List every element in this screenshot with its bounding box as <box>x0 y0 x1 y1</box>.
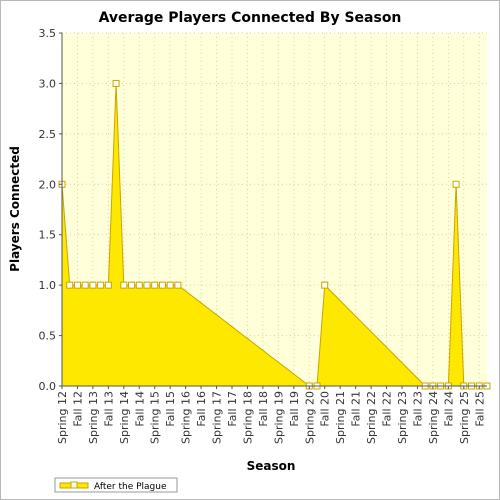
x-tick-label: Fall 23 <box>411 391 424 427</box>
y-axis-title: Players Connected <box>8 146 22 272</box>
data-point <box>81 281 89 289</box>
data-point <box>97 281 105 289</box>
data-point <box>120 281 128 289</box>
data-point <box>112 79 120 87</box>
y-tick-label: 3.0 <box>39 77 57 90</box>
x-tick-label: Fall 20 <box>319 391 332 427</box>
x-tick-label: Spring 25 <box>458 391 471 444</box>
y-tick-label: 0.5 <box>39 330 57 343</box>
x-tick-label: Fall 25 <box>473 391 486 427</box>
y-tick-label: 0.0 <box>39 380 57 393</box>
x-ticks: Spring 12 Fall 12 Spring 13 Fall 13 Spring 1… <box>56 386 486 444</box>
x-tick-label: Spring 16 <box>180 391 193 444</box>
x-tick-label: Fall 13 <box>102 391 115 427</box>
x-tick-label: Spring 14 <box>118 391 131 444</box>
x-tick-label: Spring 15 <box>149 391 162 444</box>
data-point <box>452 180 460 188</box>
x-axis-title: Season <box>247 459 296 473</box>
x-tick-label: Fall 19 <box>288 391 301 427</box>
legend-label: After the Plague <box>94 482 167 492</box>
y-tick-label: 2.5 <box>39 128 57 141</box>
x-tick-label: Spring 24 <box>427 391 440 444</box>
data-point <box>151 281 159 289</box>
data-point <box>73 281 81 289</box>
legend: After the Plague <box>54 477 178 493</box>
x-tick-label: Fall 21 <box>350 391 363 427</box>
x-tick-label: Fall 12 <box>71 391 84 427</box>
x-tick-label: Spring 23 <box>396 391 409 444</box>
y-tick-label: 3.5 <box>39 27 57 40</box>
data-point <box>321 281 329 289</box>
y-tick-label: 1.5 <box>39 229 57 242</box>
y-ticks: 0.0 0.5 1.0 1.5 2.0 2.5 3.0 3.5 <box>39 27 62 393</box>
x-tick-label: Spring 22 <box>365 391 378 444</box>
x-tick-label: Spring 13 <box>87 391 100 444</box>
data-point <box>89 281 97 289</box>
legend-marker <box>70 481 78 489</box>
x-tick-label: Spring 20 <box>303 391 316 444</box>
area-layer <box>62 83 487 386</box>
data-point <box>128 281 136 289</box>
x-tick-label: Fall 24 <box>442 391 455 427</box>
x-tick-label: Fall 22 <box>381 391 394 427</box>
x-tick-label: Spring 19 <box>272 391 285 444</box>
data-point <box>158 281 166 289</box>
y-tick-label: 1.0 <box>39 279 57 292</box>
x-tick-label: Spring 21 <box>334 391 347 444</box>
x-tick-label: Spring 18 <box>241 391 254 444</box>
x-tick-label: Fall 15 <box>164 391 177 427</box>
data-point <box>174 281 182 289</box>
data-point <box>135 281 143 289</box>
data-point <box>143 281 151 289</box>
x-tick-label: Spring 17 <box>211 391 224 444</box>
x-tick-label: Fall 14 <box>133 391 146 427</box>
x-tick-label: Fall 18 <box>257 391 270 427</box>
x-tick-label: Spring 12 <box>56 391 69 444</box>
x-tick-label: Fall 16 <box>195 391 208 427</box>
data-point <box>66 281 74 289</box>
series-area <box>62 83 487 386</box>
data-point <box>166 281 174 289</box>
data-point <box>104 281 112 289</box>
x-tick-label: Fall 17 <box>226 391 239 427</box>
chart-title: Average Players Connected By Season <box>99 10 402 26</box>
y-tick-label: 2.0 <box>39 178 57 191</box>
